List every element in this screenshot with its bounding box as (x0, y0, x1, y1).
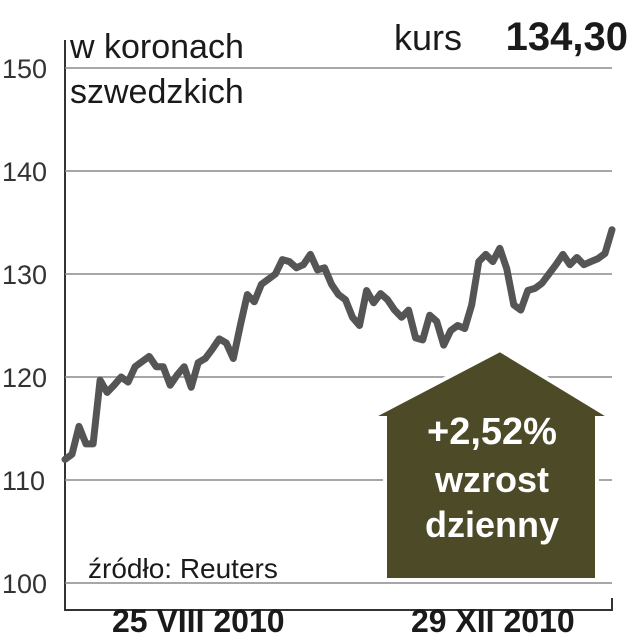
subtitle: szwedzkich (70, 73, 244, 111)
y-tick-label: 140 (2, 157, 47, 187)
x-axis (64, 598, 613, 611)
annotation: +2,52% (427, 411, 557, 453)
y-tick-label: 100 (2, 569, 47, 599)
line (61, 226, 616, 463)
x-tick-label: 29 XII 2010 (411, 603, 575, 639)
annotation: dzienny (425, 504, 559, 545)
grid: 100 110 120 130 140 150 25 VIII 2010 29 XII 201… (2, 54, 612, 639)
annotation: wzrost (434, 459, 549, 500)
price: 134,30 (506, 15, 628, 59)
arrow (369, 347, 620, 582)
y-tick-label: 150 (2, 54, 47, 84)
y-tick-label: 120 (2, 363, 47, 393)
price-label: kurs (394, 17, 462, 58)
y-tick-label: 110 (2, 466, 45, 496)
source: źródło: Reuters (88, 553, 278, 584)
x-tick-label: 25 VIII 2010 (112, 603, 285, 639)
plot (61, 226, 616, 463)
subtitle: w koronach (69, 28, 244, 66)
y-tick-label: 130 (2, 260, 47, 290)
